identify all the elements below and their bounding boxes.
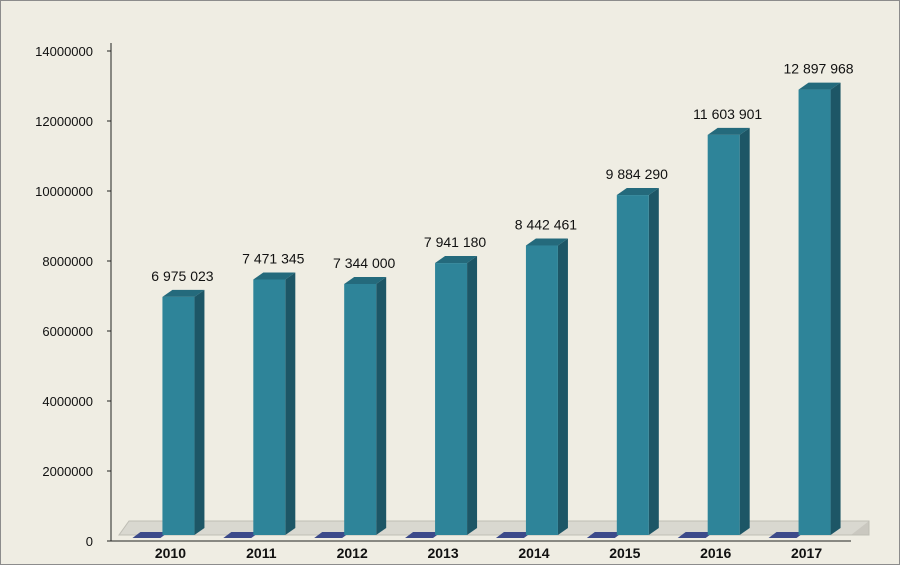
bar-front [525, 245, 558, 536]
bar-side [830, 82, 841, 536]
bar-2011 [253, 272, 296, 535]
floor-marker [132, 532, 169, 538]
bars [162, 82, 841, 536]
floor-marker [586, 532, 623, 538]
floor-marker [677, 532, 714, 538]
floor-marker [495, 532, 532, 538]
data-label: 7 344 000 [333, 255, 395, 271]
bar-top [798, 82, 841, 90]
bar-2014 [525, 238, 568, 536]
bar-top [616, 188, 659, 196]
bar-side [648, 188, 659, 535]
bar-side [285, 272, 296, 535]
bar-side [557, 238, 568, 536]
x-tick-label: 2010 [155, 545, 186, 561]
bar-top [435, 256, 478, 264]
bar-2013 [435, 256, 478, 535]
bar-top [525, 238, 568, 246]
x-tick-label: 2014 [518, 545, 549, 561]
floor-marker [314, 532, 351, 538]
bar-2017 [798, 82, 841, 536]
y-tick-label: 6000000 [42, 324, 93, 339]
bar-2016 [707, 127, 750, 535]
bar-front [616, 195, 649, 535]
data-label: 12 897 968 [784, 61, 854, 77]
x-axis: 2010 2011 2012 2013 2014 2015 2016 2017 [111, 540, 851, 561]
x-tick-label: 2015 [609, 545, 640, 561]
floor-marker [223, 532, 260, 538]
data-label: 8 442 461 [515, 217, 577, 233]
data-label: 7 471 345 [242, 251, 304, 267]
data-label: 7 941 180 [424, 234, 486, 250]
y-tick-label: 14000000 [35, 44, 93, 59]
bar-side [194, 289, 205, 535]
y-tick-label: 0 [86, 534, 93, 549]
bar-2015 [616, 188, 659, 535]
y-tick-label: 12000000 [35, 114, 93, 129]
bar-front [162, 296, 195, 535]
x-tick-label: 2016 [700, 545, 731, 561]
bar-top [707, 127, 750, 135]
chart-floor [118, 520, 870, 538]
data-labels: 6 975 023 7 471 345 7 344 000 7 941 180 8 44… [151, 61, 854, 284]
y-axis: 0 2000000 4000000 6000000 8000000 10000000 120… [35, 43, 112, 549]
bar-front [707, 134, 740, 535]
bar-2012 [344, 276, 387, 535]
y-tick-label: 2000000 [42, 464, 93, 479]
bar-top [162, 289, 205, 297]
data-label: 6 975 023 [151, 268, 213, 284]
data-label: 9 884 290 [606, 166, 668, 182]
bar-2010 [162, 289, 205, 535]
x-tick-label: 2013 [427, 545, 458, 561]
x-tick-label: 2012 [337, 545, 368, 561]
y-tick-label: 10000000 [35, 184, 93, 199]
bar-front [435, 263, 468, 535]
x-tick-label: 2011 [246, 545, 277, 561]
bar-side [376, 276, 387, 535]
bar-front [344, 283, 377, 535]
y-tick-label: 4000000 [42, 394, 93, 409]
bar-front [253, 279, 286, 535]
y-tick-label: 8000000 [42, 254, 93, 269]
floor-marker [768, 532, 805, 538]
x-tick-label: 2017 [791, 545, 822, 561]
bar-top [344, 276, 387, 284]
bar-side [467, 256, 478, 535]
bar-side [739, 127, 750, 535]
bar-front [798, 89, 831, 536]
data-label: 11 603 901 [693, 106, 762, 122]
bar-top [253, 272, 296, 280]
floor-marker [405, 532, 442, 538]
